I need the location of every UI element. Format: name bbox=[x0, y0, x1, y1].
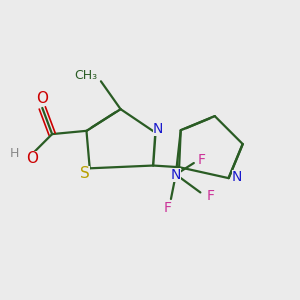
Text: O: O bbox=[36, 91, 48, 106]
Text: H: H bbox=[10, 147, 20, 160]
Text: CH₃: CH₃ bbox=[75, 69, 98, 82]
Text: N: N bbox=[153, 122, 163, 136]
Text: F: F bbox=[164, 201, 172, 215]
Text: F: F bbox=[198, 153, 206, 167]
Text: F: F bbox=[206, 189, 214, 203]
Text: S: S bbox=[80, 166, 90, 181]
Text: O: O bbox=[26, 151, 38, 166]
Text: N: N bbox=[232, 169, 242, 184]
Text: N: N bbox=[171, 168, 181, 182]
